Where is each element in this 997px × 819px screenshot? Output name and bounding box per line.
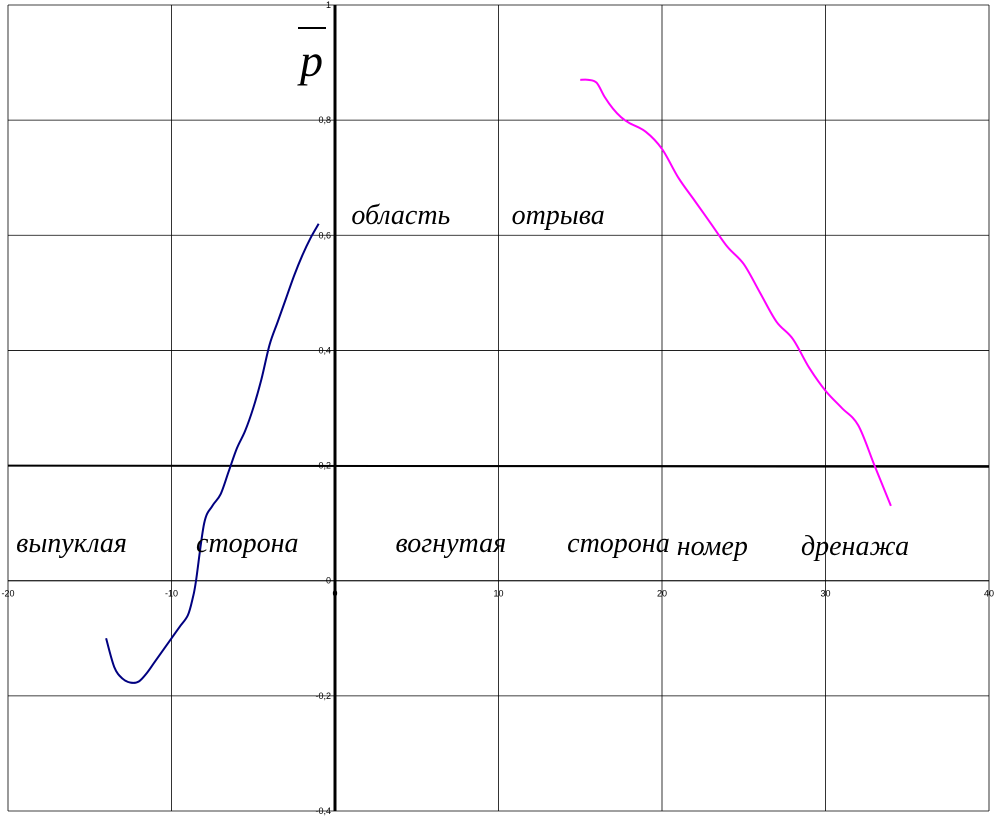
annotation-label: сторона: [196, 528, 299, 559]
annotation-label: сторона: [567, 528, 670, 559]
annotation-label: отрыва: [512, 200, 605, 231]
x-tick-label: -20: [1, 589, 14, 599]
series-line-1: [105, 223, 320, 684]
y-tick-label: -0,4: [315, 806, 331, 816]
annotation-label: дренажа: [801, 531, 909, 562]
x-tick-label: 10: [493, 589, 503, 599]
x-tick-label: 30: [820, 589, 830, 599]
y-tick-label: -0,2: [315, 691, 331, 701]
annotation-label: номер: [677, 531, 748, 562]
y-tick-label: 0,6: [318, 230, 331, 240]
x-tick-label: 40: [984, 589, 994, 599]
x-tick-label: -10: [165, 589, 178, 599]
x-tick-label: 20: [657, 589, 667, 599]
reference-line: [7, 464, 990, 468]
annotation-label: вогнутая: [395, 528, 506, 559]
y-axis-label: p: [297, 27, 326, 86]
y-tick-label: 0,8: [318, 115, 331, 125]
y-axis-label-text: p: [297, 35, 323, 86]
y-tick-label: 0,4: [318, 345, 331, 355]
annotation-label: выпуклая: [16, 528, 127, 559]
series-line-2: [580, 78, 892, 507]
y-tick-label: 1: [326, 0, 331, 10]
reference-line-group: [7, 464, 990, 468]
y-tick-label: 0: [326, 576, 331, 586]
axes: [8, 5, 989, 811]
annotations: область отрыва выпуклая сторона вогнутая стор…: [16, 200, 909, 562]
annotation-label: область: [351, 200, 450, 231]
x-tick-label: 0: [332, 589, 337, 599]
series-group: [105, 78, 892, 684]
